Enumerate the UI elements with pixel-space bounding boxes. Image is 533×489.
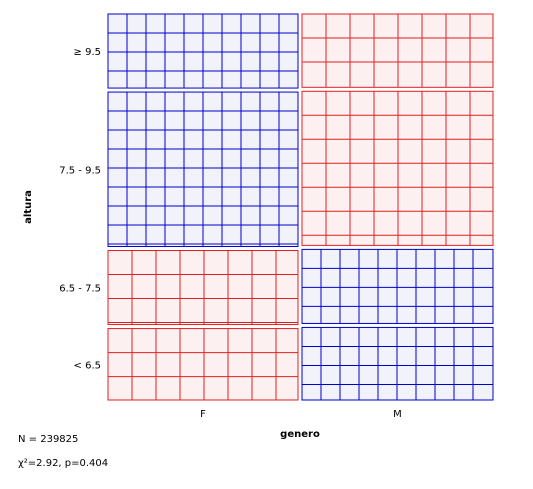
mosaic-cell-m-7-5-9-5 [301,90,494,246]
mosaic-cell-f-6-5-7-5 [107,250,299,326]
x-tick-m: M [393,409,402,420]
mosaic-cell-f-7-5-9-5 [107,91,299,248]
mosaic-cells [107,13,494,401]
y-tick-6-5: < 6.5 [74,360,101,371]
y-tick-9-5: ≥ 9.5 [74,47,101,58]
mosaic-cell-f-6-5 [107,328,299,401]
y-tick-6-5-7-5: 6.5 - 7.5 [59,284,101,295]
mosaic-cell-m-9-5 [301,13,494,88]
y-tick-7-5-9-5: 7.5 - 9.5 [59,165,101,176]
x-axis-label: genero [280,429,320,440]
x-tick-f: F [200,409,206,420]
mosaic-cell-f-9-5 [107,13,299,89]
mosaic-cell-m-6-5-7-5 [301,248,494,324]
y-tick-labels: ≥ 9.5 7.5 - 9.5 6.5 - 7.5 < 6.5 [59,47,101,371]
y-axis-label: altura [23,190,34,224]
mosaic-cell-m-6-5 [301,326,494,401]
chi-square-label: χ²=2.92, p=0.404 [18,458,109,469]
sample-size-label: N = 239825 [18,434,79,445]
